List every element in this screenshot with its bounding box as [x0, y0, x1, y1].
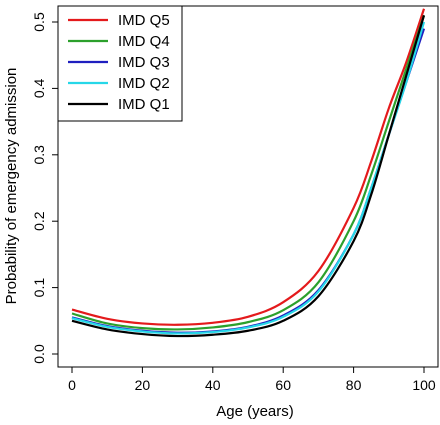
y-axis: 0.0 0.1 0.2 0.3 0.4 0.5	[31, 12, 59, 364]
series-line-imd-q5	[71, 8, 426, 326]
x-axis-label: Age (years)	[216, 403, 294, 420]
legend-box	[57, 5, 183, 122]
series-line-imd-q4	[71, 15, 426, 331]
legend-label-imd-q4: IMD Q4	[118, 33, 170, 50]
x-tick-label: 80	[346, 377, 362, 393]
legend-label-imd-q2: IMD Q2	[118, 75, 170, 92]
legend: IMD Q5 IMD Q4 IMD Q3 IMD Q2 IMD Q1	[57, 5, 183, 122]
x-tick-label: 60	[275, 377, 291, 393]
y-tick-label: 0.0	[31, 344, 47, 364]
x-tick-label: 100	[412, 377, 436, 393]
y-tick-label: 0.1	[31, 278, 47, 298]
y-tick-label: 0.3	[31, 145, 47, 165]
x-tick-label: 0	[68, 377, 76, 393]
legend-label-imd-q5: IMD Q5	[118, 12, 170, 29]
series-lines	[71, 8, 426, 338]
series-line-imd-q1	[71, 15, 426, 338]
x-axis: 0 20 40 60 80 100	[68, 366, 436, 393]
y-tick-label: 0.5	[31, 12, 47, 32]
legend-label-imd-q3: IMD Q3	[118, 54, 170, 71]
x-tick-label: 40	[205, 377, 221, 393]
legend-label-imd-q1: IMD Q1	[118, 96, 170, 113]
y-tick-label: 0.4	[31, 78, 47, 98]
x-tick-label: 20	[135, 377, 151, 393]
y-tick-label: 0.2	[31, 211, 47, 231]
y-axis-label: Probability of emergency admission	[3, 68, 20, 305]
